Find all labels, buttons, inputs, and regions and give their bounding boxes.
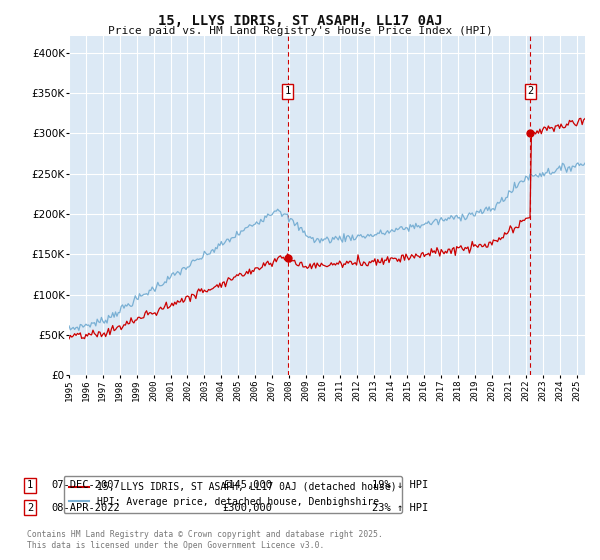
Text: 19% ↓ HPI: 19% ↓ HPI [372, 480, 428, 491]
Text: £145,000: £145,000 [222, 480, 272, 491]
Text: 2: 2 [27, 503, 33, 513]
Text: 1: 1 [284, 86, 291, 96]
Text: 08-APR-2022: 08-APR-2022 [51, 503, 120, 513]
Text: 1: 1 [27, 480, 33, 491]
Text: Contains HM Land Registry data © Crown copyright and database right 2025.
This d: Contains HM Land Registry data © Crown c… [27, 530, 383, 550]
Text: 15, LLYS IDRIS, ST ASAPH, LL17 0AJ: 15, LLYS IDRIS, ST ASAPH, LL17 0AJ [158, 14, 442, 28]
Text: 07-DEC-2007: 07-DEC-2007 [51, 480, 120, 491]
Text: £300,000: £300,000 [222, 503, 272, 513]
Text: Price paid vs. HM Land Registry's House Price Index (HPI): Price paid vs. HM Land Registry's House … [107, 26, 493, 36]
Legend: 15, LLYS IDRIS, ST ASAPH, LL17 0AJ (detached house), HPI: Average price, detache: 15, LLYS IDRIS, ST ASAPH, LL17 0AJ (deta… [64, 476, 402, 512]
Text: 2: 2 [527, 86, 533, 96]
Text: 23% ↑ HPI: 23% ↑ HPI [372, 503, 428, 513]
